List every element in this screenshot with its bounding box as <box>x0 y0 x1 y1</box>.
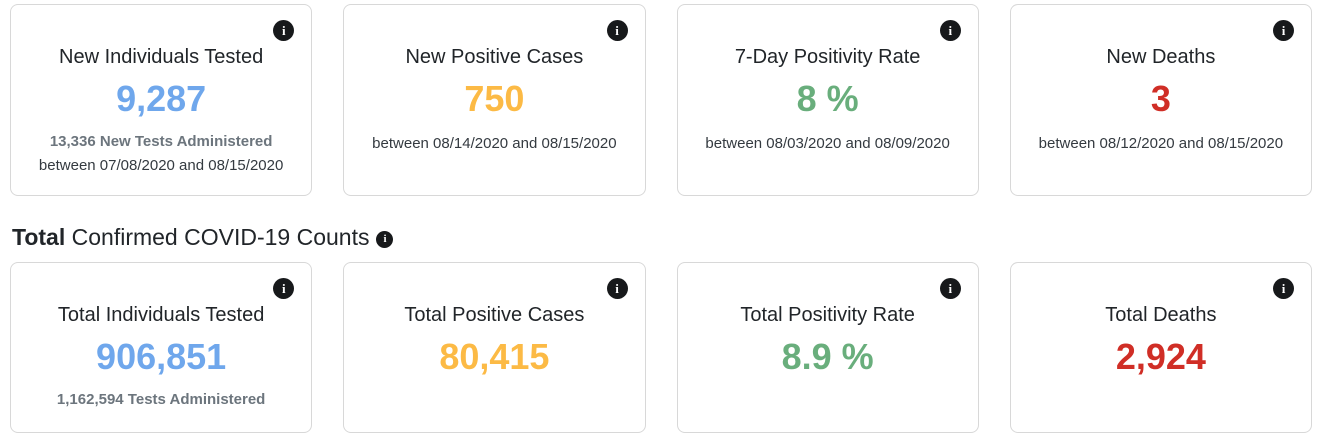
card-date-range: between 08/14/2020 and 08/15/2020 <box>372 135 617 153</box>
card-title: New Deaths <box>1106 46 1216 68</box>
card-value: 906,851 <box>96 335 227 377</box>
card-value: 3 <box>1150 78 1171 119</box>
card-value: 8 % <box>796 78 859 119</box>
info-icon[interactable]: i <box>939 20 961 41</box>
card-new-deaths: i New Deaths 3 between 08/12/2020 and 08… <box>1009 4 1312 196</box>
card-value: 750 <box>464 78 525 119</box>
new-counts-row: i New Individuals Tested 9,287 13,336 Ne… <box>10 4 1312 196</box>
card-value: 9,287 <box>116 78 207 119</box>
card-new-individuals-tested: i New Individuals Tested 9,287 13,336 Ne… <box>10 4 313 196</box>
card-date-range: between 08/03/2020 and 08/09/2020 <box>705 135 950 153</box>
card-new-positive-cases: i New Positive Cases 750 between 08/14/2… <box>343 4 646 196</box>
info-icon[interactable]: i <box>273 20 295 41</box>
card-title: 7-Day Positivity Rate <box>734 46 921 68</box>
info-icon[interactable]: i <box>376 231 394 248</box>
card-value: 8.9 % <box>781 335 874 377</box>
card-total-individuals-tested: i Total Individuals Tested 906,851 1,162… <box>10 261 313 433</box>
total-counts-row: i Total Individuals Tested 906,851 1,162… <box>10 261 1312 433</box>
card-title: Total Positive Cases <box>404 303 585 326</box>
info-icon[interactable]: i <box>939 277 961 299</box>
card-total-deaths: i Total Deaths 2,924 <box>1009 261 1312 433</box>
card-title: Total Deaths <box>1105 303 1217 326</box>
info-icon[interactable]: i <box>606 277 628 299</box>
card-value: 80,415 <box>439 335 550 377</box>
info-icon[interactable]: i <box>1273 277 1294 299</box>
section-title-bold: Total <box>12 224 66 250</box>
section-title-rest: Confirmed COVID-19 Counts <box>65 224 370 250</box>
card-subtitle: 1,162,594 Tests Administered <box>56 390 266 408</box>
section-title: Total Confirmed COVID-19 Counts i <box>12 224 1312 252</box>
info-icon[interactable]: i <box>1273 20 1294 41</box>
card-title: New Individuals Tested <box>59 46 264 68</box>
info-icon[interactable]: i <box>606 20 628 41</box>
card-title: Total Individuals Tested <box>57 303 265 326</box>
card-date-range: between 07/08/2020 and 08/15/2020 <box>38 157 284 175</box>
info-icon[interactable]: i <box>273 277 295 299</box>
card-date-range: between 08/12/2020 and 08/15/2020 <box>1038 135 1284 153</box>
card-subtitle: 13,336 New Tests Administered <box>49 133 273 151</box>
card-title: New Positive Cases <box>405 46 584 68</box>
card-total-positive-cases: i Total Positive Cases 80,415 <box>343 261 646 433</box>
card-7day-positivity-rate: i 7-Day Positivity Rate 8 % between 08/0… <box>676 4 979 196</box>
card-value: 2,924 <box>1115 335 1206 377</box>
card-title: Total Positivity Rate <box>740 303 915 326</box>
card-total-positivity-rate: i Total Positivity Rate 8.9 % <box>676 261 979 433</box>
